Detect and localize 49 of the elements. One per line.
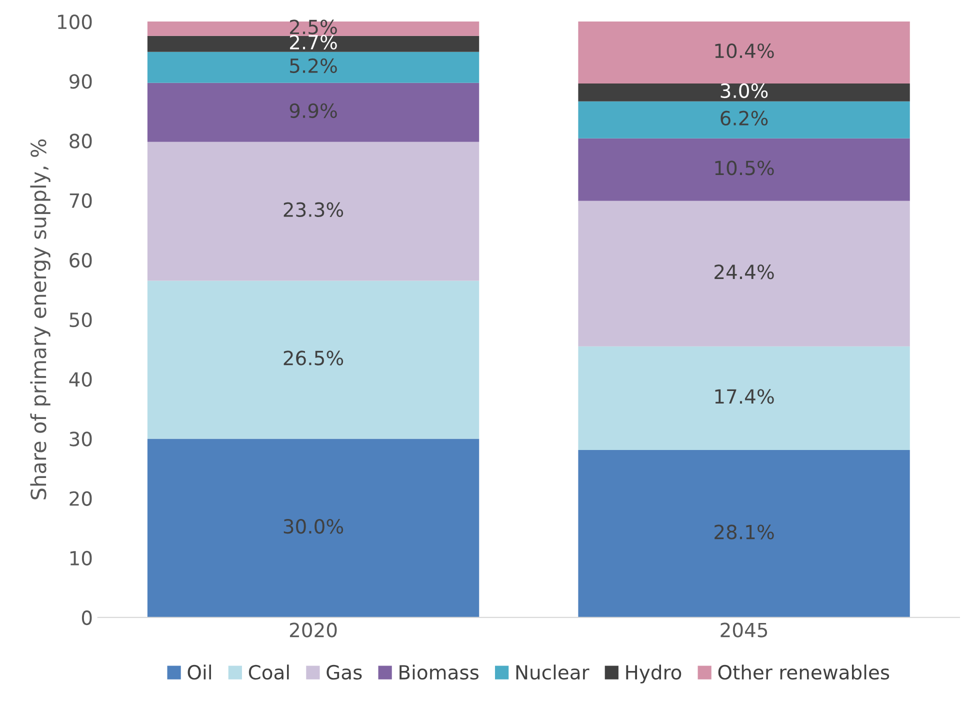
y-tick-label: 90 [70,74,92,89]
y-tick-label: 10 [70,550,92,566]
data-label: 23.3% [284,202,344,217]
y-tick-label: 80 [70,134,92,148]
legend-label: Biomass [400,664,479,680]
y-tick-label: 100 [58,14,92,30]
y-tick-label: 40 [69,372,92,387]
data-label: 9.9% [290,103,337,118]
data-label: 17.4% [715,389,774,404]
bar [147,82,480,142]
bar [578,22,910,84]
y-tick-label: 20 [70,491,92,506]
data-label: 2.5% [290,20,337,34]
bar [147,142,480,281]
bar [147,438,480,618]
data-label: 3.0% [720,83,768,98]
bar [147,22,480,36]
data-label: 26.5% [284,350,344,366]
x-tick-label: 2045 [720,622,768,638]
data-label: 28.1% [714,524,774,540]
y-tick-label: 30 [70,432,92,446]
legend-label: Gas [326,664,362,680]
legend-label: Hydro [626,664,682,684]
bar [578,346,910,450]
data-label: 6.2% [720,110,768,126]
legend-label: Nuclear [516,664,590,680]
x-tick-label: 2020 [290,622,337,638]
y-axis-title: Share of primary energy supply, % [30,139,50,500]
bar [147,52,480,83]
data-label: 5.2% [290,58,337,74]
y-tick-label: 60 [70,252,92,268]
y-tick-label: 70 [70,193,92,208]
bar [578,84,910,102]
y-tick-label: 0 [82,610,92,626]
data-label: 10.4% [715,43,774,58]
legend-label: Coal [248,664,289,680]
bar [147,36,480,52]
bar [578,101,910,138]
y-tick-label: 50 [70,312,92,328]
legend-label: Other renewables [718,664,890,680]
bar [578,450,910,618]
data-label: 30.0% [284,519,344,534]
bar [578,138,910,201]
bar [147,280,480,439]
data-label: 24.4% [714,264,774,280]
data-label: 10.5% [715,160,774,176]
legend-label: Oil [188,664,211,680]
bar [578,200,910,346]
data-label: 2.7% [290,34,337,50]
